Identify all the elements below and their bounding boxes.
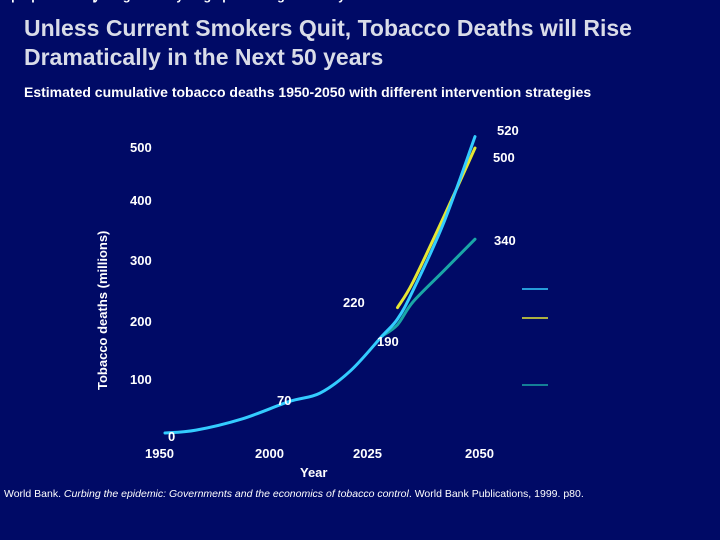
legend-item-baseline: Baseline (0, 0, 548, 290)
annotation-190: 190 (377, 334, 399, 349)
annotation-340: 340 (494, 233, 516, 248)
source-prefix: World Bank. (4, 488, 64, 500)
y-tick-200: 200 (130, 314, 152, 329)
x-tick-1950: 1950 (145, 446, 174, 461)
series-line-adult-consumption-halves (380, 237, 477, 338)
legend-label: If proportion of young adults taking up … (0, 0, 376, 3)
value-annotations: 520 500 340 220 190 70 0 (168, 123, 519, 444)
annotation-70: 70 (277, 393, 291, 408)
annotation-500: 500 (493, 150, 515, 165)
y-tick-400: 400 (130, 193, 152, 208)
x-axis-label: Year (300, 465, 327, 480)
y-tick-100: 100 (130, 372, 152, 387)
page-title: Unless Current Smokers Quit, Tobacco Dea… (24, 15, 632, 70)
annotation-220: 220 (343, 295, 365, 310)
y-tick-500: 500 (130, 140, 152, 155)
series-lines (163, 135, 477, 435)
x-tick-2050: 2050 (465, 446, 494, 461)
legend-item-young-adults-halves: If proportion of young adults taking up … (0, 0, 548, 319)
axis-ticks: 100 200 300 400 500 1950 2000 2025 2050 (130, 140, 494, 461)
source-citation: World Bank. Curbing the epidemic: Govern… (4, 488, 716, 500)
annotation-520: 520 (497, 123, 519, 138)
chart-subtitle: Estimated cumulative tobacco deaths 1950… (24, 84, 592, 100)
series-line-baseline (163, 135, 477, 435)
source-title: Curbing the epidemic: Governments and th… (63, 488, 409, 500)
x-tick-2025: 2025 (353, 446, 382, 461)
legend-label: Baseline (0, 0, 51, 3)
source-suffix: . World Bank Publications, 1999. p80. (408, 488, 584, 500)
y-tick-300: 300 (130, 253, 152, 268)
legend: BaselineIf proportion of young adults ta… (0, 0, 548, 386)
legend-label: If adult consumption halves by 2020 (0, 0, 215, 3)
y-axis-label: Tobacco deaths (millions) (95, 231, 110, 390)
legend-item-adult-consumption-halves: If adult consumption halves by 2020 (0, 0, 548, 386)
annotation-0: 0 (168, 429, 175, 444)
x-tick-2000: 2000 (255, 446, 284, 461)
